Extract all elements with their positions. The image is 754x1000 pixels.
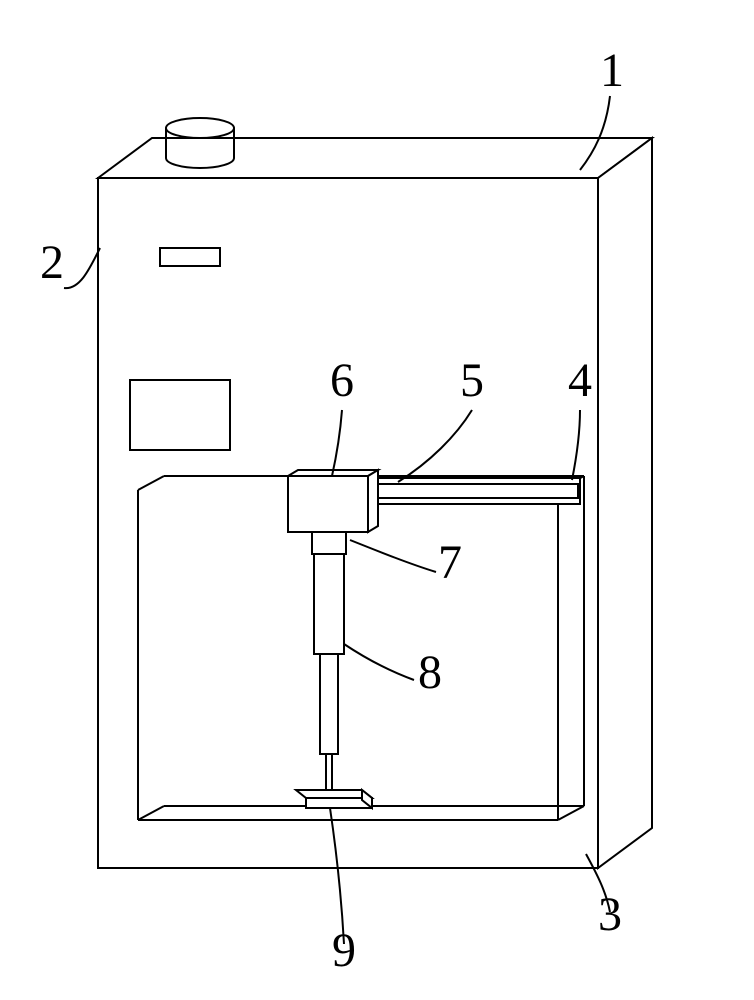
diagram-canvas: 1 2 3 4 5 6 7 8 9 [0, 0, 754, 1000]
label-6: 6 [330, 354, 354, 407]
label-1: 1 [600, 44, 624, 97]
label-3: 3 [598, 888, 622, 941]
label-2: 2 [40, 236, 64, 289]
block-6 [288, 470, 378, 532]
label-5: 5 [460, 354, 484, 407]
label-8: 8 [418, 646, 442, 699]
label-9: 9 [332, 924, 356, 977]
rail-4 [358, 478, 580, 504]
label-4: 4 [568, 354, 592, 407]
neck-7 [312, 532, 346, 554]
label-7: 7 [438, 536, 462, 589]
